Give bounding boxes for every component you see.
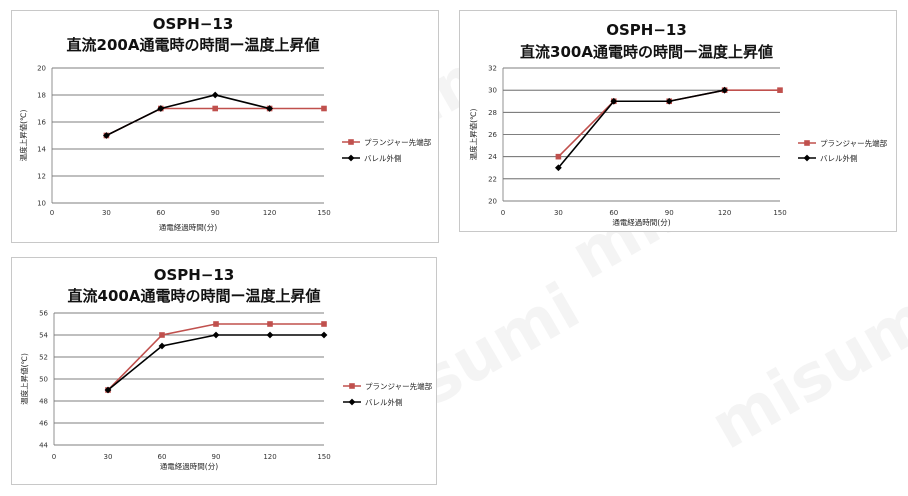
series-line-barrel [106, 94, 270, 137]
chart-title: OSPH−13 [606, 21, 687, 39]
legend-label: バレル外側 [820, 153, 858, 163]
series-line-barrel [107, 334, 324, 391]
legend-label: プランジャー先端部 [365, 381, 433, 391]
chart-subtitle: 直流200A通電時の時間ー温度上昇値 [67, 36, 320, 54]
y-tick-label: 44 [39, 442, 48, 450]
x-tick-label: 150 [317, 453, 330, 461]
chart-svg: OSPH−13 直流200A通電時の時間ー温度上昇値 10 12 14 16 18 20 0 30… [18, 15, 432, 232]
y-tick-label: 20 [37, 65, 46, 73]
y-tick-label: 16 [37, 119, 46, 127]
y-tick-label: 12 [37, 173, 46, 181]
legend-marker-diamond [347, 154, 355, 162]
watermark-text: misumi [699, 270, 908, 465]
x-tick-label: 150 [773, 209, 786, 217]
x-axis-label: 通電経過時間(分) [612, 217, 670, 227]
chart-panel-400a: OSPH−13 直流400A通電時の時間ー温度上昇値 44 46 48 50 52 54 56 0… [11, 257, 437, 485]
y-axis-label: 温度上昇値(℃) [19, 353, 29, 405]
data-point-barrel [721, 86, 728, 94]
legend-marker-square [804, 140, 810, 146]
data-point-barrel [320, 331, 328, 339]
y-tick-label: 22 [488, 175, 497, 183]
y-tick-label: 50 [39, 376, 48, 384]
chart-title: OSPH−13 [153, 15, 234, 33]
x-tick-label: 0 [50, 209, 54, 217]
data-point-plunger [321, 321, 327, 327]
y-tick-label: 48 [39, 398, 48, 406]
data-point-barrel [157, 105, 165, 112]
data-point-barrel [610, 97, 618, 105]
chart-svg: OSPH−13 直流300A通電時の時間ー温度上昇値 20 22 24 26 28 30 32 0… [468, 21, 888, 227]
y-tick-label: 56 [39, 310, 48, 318]
data-point-plunger [555, 153, 562, 160]
x-tick-label: 60 [158, 453, 167, 461]
y-tick-label: 28 [488, 109, 497, 117]
chart-subtitle: 直流400A通電時の時間ー温度上昇値 [68, 287, 321, 305]
chart-title: OSPH−13 [154, 266, 235, 284]
chart-subtitle: 直流300A通電時の時間ー温度上昇値 [520, 43, 773, 61]
data-point-barrel [103, 132, 110, 139]
legend-marker-square [348, 139, 354, 145]
legend-marker-square [349, 383, 355, 389]
y-tick-label: 32 [488, 65, 497, 73]
y-tick-label: 46 [39, 420, 48, 428]
chart-panel-300a: OSPH−13 直流300A通電時の時間ー温度上昇値 20 22 24 26 28 30 32 0… [459, 10, 897, 232]
y-tick-label: 52 [39, 354, 48, 362]
x-tick-label: 150 [317, 209, 330, 217]
data-point-barrel [665, 97, 673, 105]
legend-label: プランジャー先端部 [364, 137, 432, 147]
data-point-barrel [266, 105, 273, 112]
x-tick-label: 90 [212, 453, 221, 461]
data-point-plunger [212, 105, 218, 112]
x-tick-label: 0 [501, 209, 505, 217]
x-tick-label: 30 [104, 453, 113, 461]
x-tick-label: 90 [665, 209, 674, 217]
y-axis-label: 温度上昇値(℃) [468, 109, 478, 161]
data-point-plunger [213, 321, 219, 327]
y-axis-label: 温度上昇値(℃) [18, 110, 28, 162]
x-tick-label: 0 [52, 453, 56, 461]
y-tick-label: 26 [488, 131, 497, 139]
data-point-barrel [212, 331, 220, 339]
x-tick-label: 120 [263, 453, 276, 461]
x-tick-label: 30 [102, 209, 111, 217]
x-tick-label: 120 [263, 209, 276, 217]
legend-marker-diamond [348, 398, 356, 406]
legend-label: プランジャー先端部 [820, 138, 888, 148]
x-tick-label: 60 [156, 209, 165, 217]
data-point-barrel [555, 164, 562, 172]
data-point-barrel [266, 331, 274, 339]
data-point-barrel [211, 91, 219, 99]
y-tick-label: 10 [37, 200, 46, 208]
chart-svg: OSPH−13 直流400A通電時の時間ー温度上昇値 44 46 48 50 52 54 56 0… [19, 266, 433, 471]
data-point-plunger [321, 105, 327, 112]
chart-panel-200a: OSPH−13 直流200A通電時の時間ー温度上昇値 10 12 14 16 18 20 0 30… [11, 10, 439, 243]
x-axis-label: 通電経過時間(分) [160, 461, 218, 471]
x-tick-label: 90 [211, 209, 220, 217]
y-tick-label: 24 [488, 153, 497, 161]
y-tick-label: 18 [37, 92, 46, 100]
x-tick-label: 30 [554, 209, 563, 217]
data-point-plunger [267, 321, 273, 327]
legend-label: バレル外側 [365, 397, 403, 407]
legend-marker-diamond [803, 154, 811, 162]
y-tick-label: 20 [488, 198, 497, 206]
data-point-plunger [159, 332, 165, 338]
y-tick-label: 14 [37, 146, 46, 154]
legend-label: バレル外側 [364, 153, 402, 163]
x-tick-label: 120 [718, 209, 731, 217]
y-tick-label: 30 [488, 87, 497, 95]
y-tick-label: 54 [39, 332, 48, 340]
data-point-plunger [777, 87, 783, 93]
x-tick-label: 60 [609, 209, 618, 217]
series-line-barrel [557, 89, 725, 169]
x-axis-label: 通電経過時間(分) [159, 222, 217, 232]
